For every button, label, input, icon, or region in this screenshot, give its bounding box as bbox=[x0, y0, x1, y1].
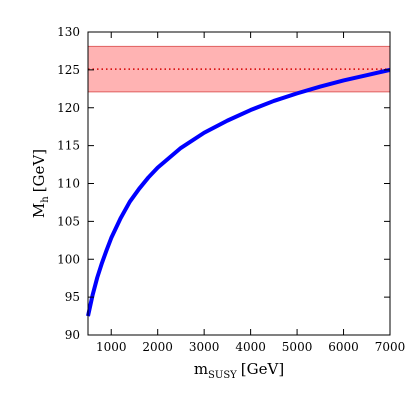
y-axis-label-sub: h bbox=[40, 196, 51, 203]
y-tick-label: 115 bbox=[57, 139, 80, 153]
y-tick-label: 90 bbox=[65, 328, 80, 342]
series-line-0 bbox=[86, 67, 391, 317]
y-tick-label: 120 bbox=[57, 101, 80, 115]
y-axis-label-unit: [GeV] bbox=[30, 149, 48, 192]
x-axis-label-main: m bbox=[194, 360, 208, 378]
series-layer bbox=[86, 67, 391, 317]
y-axis-label: Mh [GeV] bbox=[30, 149, 51, 218]
x-tick-label: 4000 bbox=[235, 340, 266, 354]
x-axis-label-unit: [GeV] bbox=[241, 360, 284, 378]
x-axis-label: mSUSY [GeV] bbox=[194, 360, 284, 381]
x-tick-label: 3000 bbox=[189, 340, 220, 354]
y-tick-label: 125 bbox=[57, 63, 80, 77]
ticks-layer: 1000 2000 3000 4000 5000 6000 7000 90 95 100 105 11… bbox=[57, 25, 405, 354]
y-tick-label: 105 bbox=[57, 214, 80, 228]
x-tick-label: 2000 bbox=[142, 340, 173, 354]
x-tick-label: 7000 bbox=[375, 340, 406, 354]
y-tick-label: 130 bbox=[57, 25, 80, 39]
x-tick-label: 6000 bbox=[328, 340, 359, 354]
x-tick-label: 5000 bbox=[282, 340, 313, 354]
x-axis-label-sub: SUSY bbox=[208, 370, 237, 381]
y-tick-label: 110 bbox=[57, 177, 80, 191]
y-axis-label-main: M bbox=[30, 203, 48, 218]
x-tick-label: 1000 bbox=[96, 340, 127, 354]
y-tick-label: 95 bbox=[65, 290, 80, 304]
y-tick-label: 100 bbox=[57, 252, 80, 266]
